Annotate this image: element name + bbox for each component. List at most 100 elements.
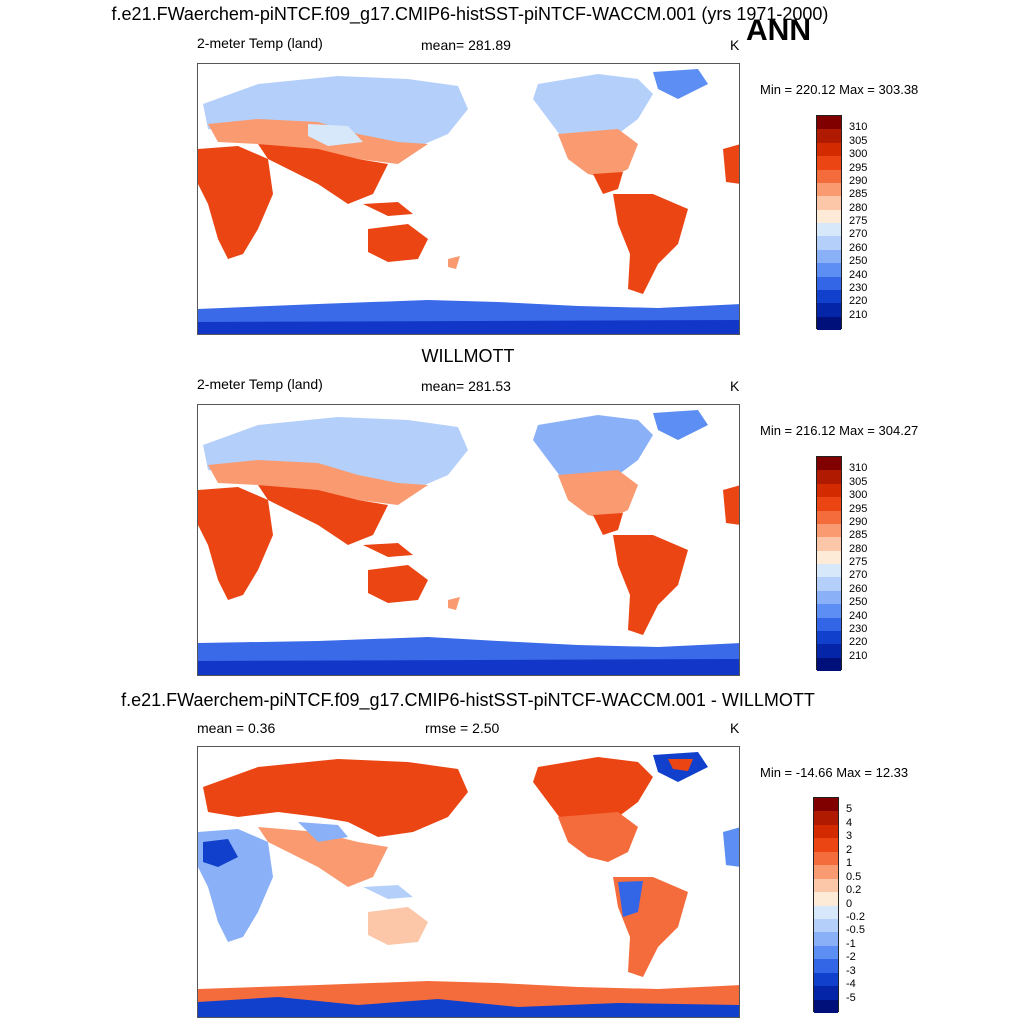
panel2-colorbar-swatch — [817, 537, 841, 551]
panel1-colorbar-swatch — [817, 289, 841, 304]
panel1-colorbar-swatch — [817, 249, 841, 264]
panel3-colorbar-swatch — [814, 811, 838, 825]
panel3-title: f.e21.FWaerchem-piNTCF.f09_g17.CMIP6-his… — [121, 690, 815, 710]
panel1-colorbar-tick-label: 210 — [849, 308, 868, 321]
panel1-colorbar-tick-label: 290 — [849, 174, 868, 187]
panel1-colorbar-tick-label: 310 — [849, 121, 868, 134]
panel1-units: K — [730, 37, 740, 53]
panel3-colorbar-swatch — [814, 932, 838, 946]
panel3-colorbar-tick-label: 0.5 — [846, 870, 862, 883]
panel2-colorbar — [816, 456, 842, 671]
panel1-colorbar-tick-label: 295 — [849, 161, 868, 174]
panel3-colorbar-swatch — [814, 905, 838, 919]
panel1-colorbar-tick-label: 240 — [849, 268, 868, 281]
panel3-colorbar-swatch — [814, 851, 838, 866]
panel3-colorbar-swatch — [814, 798, 838, 812]
panel1-colorbar-swatch — [817, 276, 841, 290]
panel2-colorbar-tick-label: 250 — [849, 596, 868, 609]
panel3-colorbar-swatch — [814, 972, 838, 987]
panel1-colorbar-swatch — [817, 196, 841, 210]
panel1-colorbar-swatch — [817, 236, 841, 250]
panel2-colorbar-swatch — [817, 590, 841, 605]
panel2-colorbar-tick-label: 230 — [849, 622, 868, 635]
panel2-colorbar-tick-label: 280 — [849, 542, 868, 555]
panel2-colorbar-tick-label: 290 — [849, 515, 868, 528]
panel2-colorbar-swatch — [817, 510, 841, 524]
panel1-colorbar-swatch — [817, 209, 841, 223]
panel2-colorbar-swatch — [817, 470, 841, 484]
panel2-minmax: Min = 216.12 Max = 304.27 — [760, 423, 919, 438]
panel1-colorbar-tick-label: 280 — [849, 201, 868, 214]
panel3-colorbar-tick-label: 0 — [846, 897, 853, 910]
panel2-map — [197, 404, 740, 676]
panel3-colorbar-tick-label: -4 — [846, 978, 856, 991]
panel1-colorbar-swatch — [817, 156, 841, 170]
panel3-colorbar-tick-label: 3 — [846, 830, 853, 843]
panel2-units: K — [730, 378, 740, 394]
panel2-colorbar-tick-label: 285 — [849, 529, 868, 542]
panel2-title: WILLMOTT — [421, 346, 515, 366]
panel1-colorbar-tick-label: 260 — [849, 241, 868, 254]
panel3-colorbar-swatch — [814, 838, 838, 852]
panel2-colorbar-swatch — [817, 630, 841, 645]
panel3-colorbar-tick-label: 5 — [846, 803, 853, 816]
panel1-colorbar-tick-label: 220 — [849, 295, 868, 308]
panel1-colorbar-tick-label: 275 — [849, 215, 868, 227]
panel2-colorbar-tick-label: 295 — [849, 502, 868, 515]
panel1-colorbar-swatch — [817, 169, 841, 183]
panel3-colorbar-swatch — [814, 824, 838, 839]
panel3-colorbar — [813, 797, 839, 1013]
panel3-colorbar-tick-label: -3 — [846, 964, 856, 977]
panel1-colorbar-swatch — [817, 263, 841, 277]
panel3-colorbar-tick-label: -1 — [846, 937, 856, 950]
panel2-colorbar-swatch — [817, 457, 841, 471]
panel2-colorbar-swatch — [817, 497, 841, 511]
panel1-minmax: Min = 220.12 Max = 303.38 — [760, 82, 919, 97]
panel3-colorbar-tick-label: 4 — [846, 816, 853, 829]
panel3-units: K — [730, 720, 740, 736]
panel3-colorbar-tick-label: -2 — [846, 951, 856, 964]
panel1-colorbar-swatch — [817, 129, 841, 143]
panel2-colorbar-swatch — [817, 604, 841, 618]
panel1-variable-label: 2-meter Temp (land) — [197, 35, 323, 51]
panel3-colorbar-tick-label: 2 — [846, 843, 853, 856]
panel1-colorbar — [816, 115, 842, 330]
panel2-colorbar-swatch — [817, 617, 841, 631]
panel3-minmax: Min = -14.66 Max = 12.33 — [760, 765, 909, 780]
panel1-colorbar-swatch — [817, 303, 841, 317]
panel2-colorbar-swatch — [817, 657, 841, 671]
panel2-mean-label: mean= 281.53 — [421, 378, 511, 394]
panel1-colorbar-swatch — [817, 142, 841, 157]
panel1-colorbar-tick-label: 285 — [849, 188, 868, 201]
panel2-colorbar-tick-label: 260 — [849, 582, 868, 595]
panel1-colorbar-swatch — [817, 223, 841, 237]
panel1-colorbar-swatch — [817, 316, 841, 330]
panel3-colorbar-tick-label: -0.2 — [846, 910, 865, 923]
panel3-colorbar-swatch — [814, 878, 838, 893]
panel1-mean-label: mean= 281.89 — [421, 37, 511, 53]
panel1-map — [197, 63, 740, 335]
panel3-colorbar-swatch — [814, 945, 838, 960]
panel1-colorbar-tick-label: 230 — [849, 281, 868, 294]
panel2-colorbar-tick-label: 270 — [849, 569, 868, 582]
panel2-colorbar-tick-label: 240 — [849, 609, 868, 622]
panel1-colorbar-swatch — [817, 116, 841, 130]
season-label: ANN — [746, 14, 811, 47]
panel2-colorbar-swatch — [817, 550, 841, 564]
panel3-mean-label: mean = 0.36 — [197, 720, 276, 736]
panel3-colorbar-tick-label: -5 — [846, 991, 856, 1004]
figure-title: f.e21.FWaerchem-piNTCF.f09_g17.CMIP6-his… — [111, 4, 829, 24]
panel3-colorbar-swatch — [814, 892, 838, 906]
panel2-colorbar-tick-label: 300 — [849, 489, 868, 502]
panel1-colorbar-tick-label: 250 — [849, 255, 868, 268]
panel3-colorbar-tick-label: 0.2 — [846, 884, 862, 897]
panel2-colorbar-swatch — [817, 523, 841, 538]
panel3-rmse-label: rmse = 2.50 — [425, 720, 500, 736]
panel3-colorbar-swatch — [814, 999, 838, 1013]
panel3-colorbar-swatch — [814, 986, 838, 1000]
panel2-colorbar-tick-label: 220 — [849, 636, 868, 649]
panel2-colorbar-swatch — [817, 644, 841, 658]
panel2-colorbar-swatch — [817, 564, 841, 578]
panel2-colorbar-swatch — [817, 577, 841, 591]
panel3-map — [197, 746, 740, 1018]
